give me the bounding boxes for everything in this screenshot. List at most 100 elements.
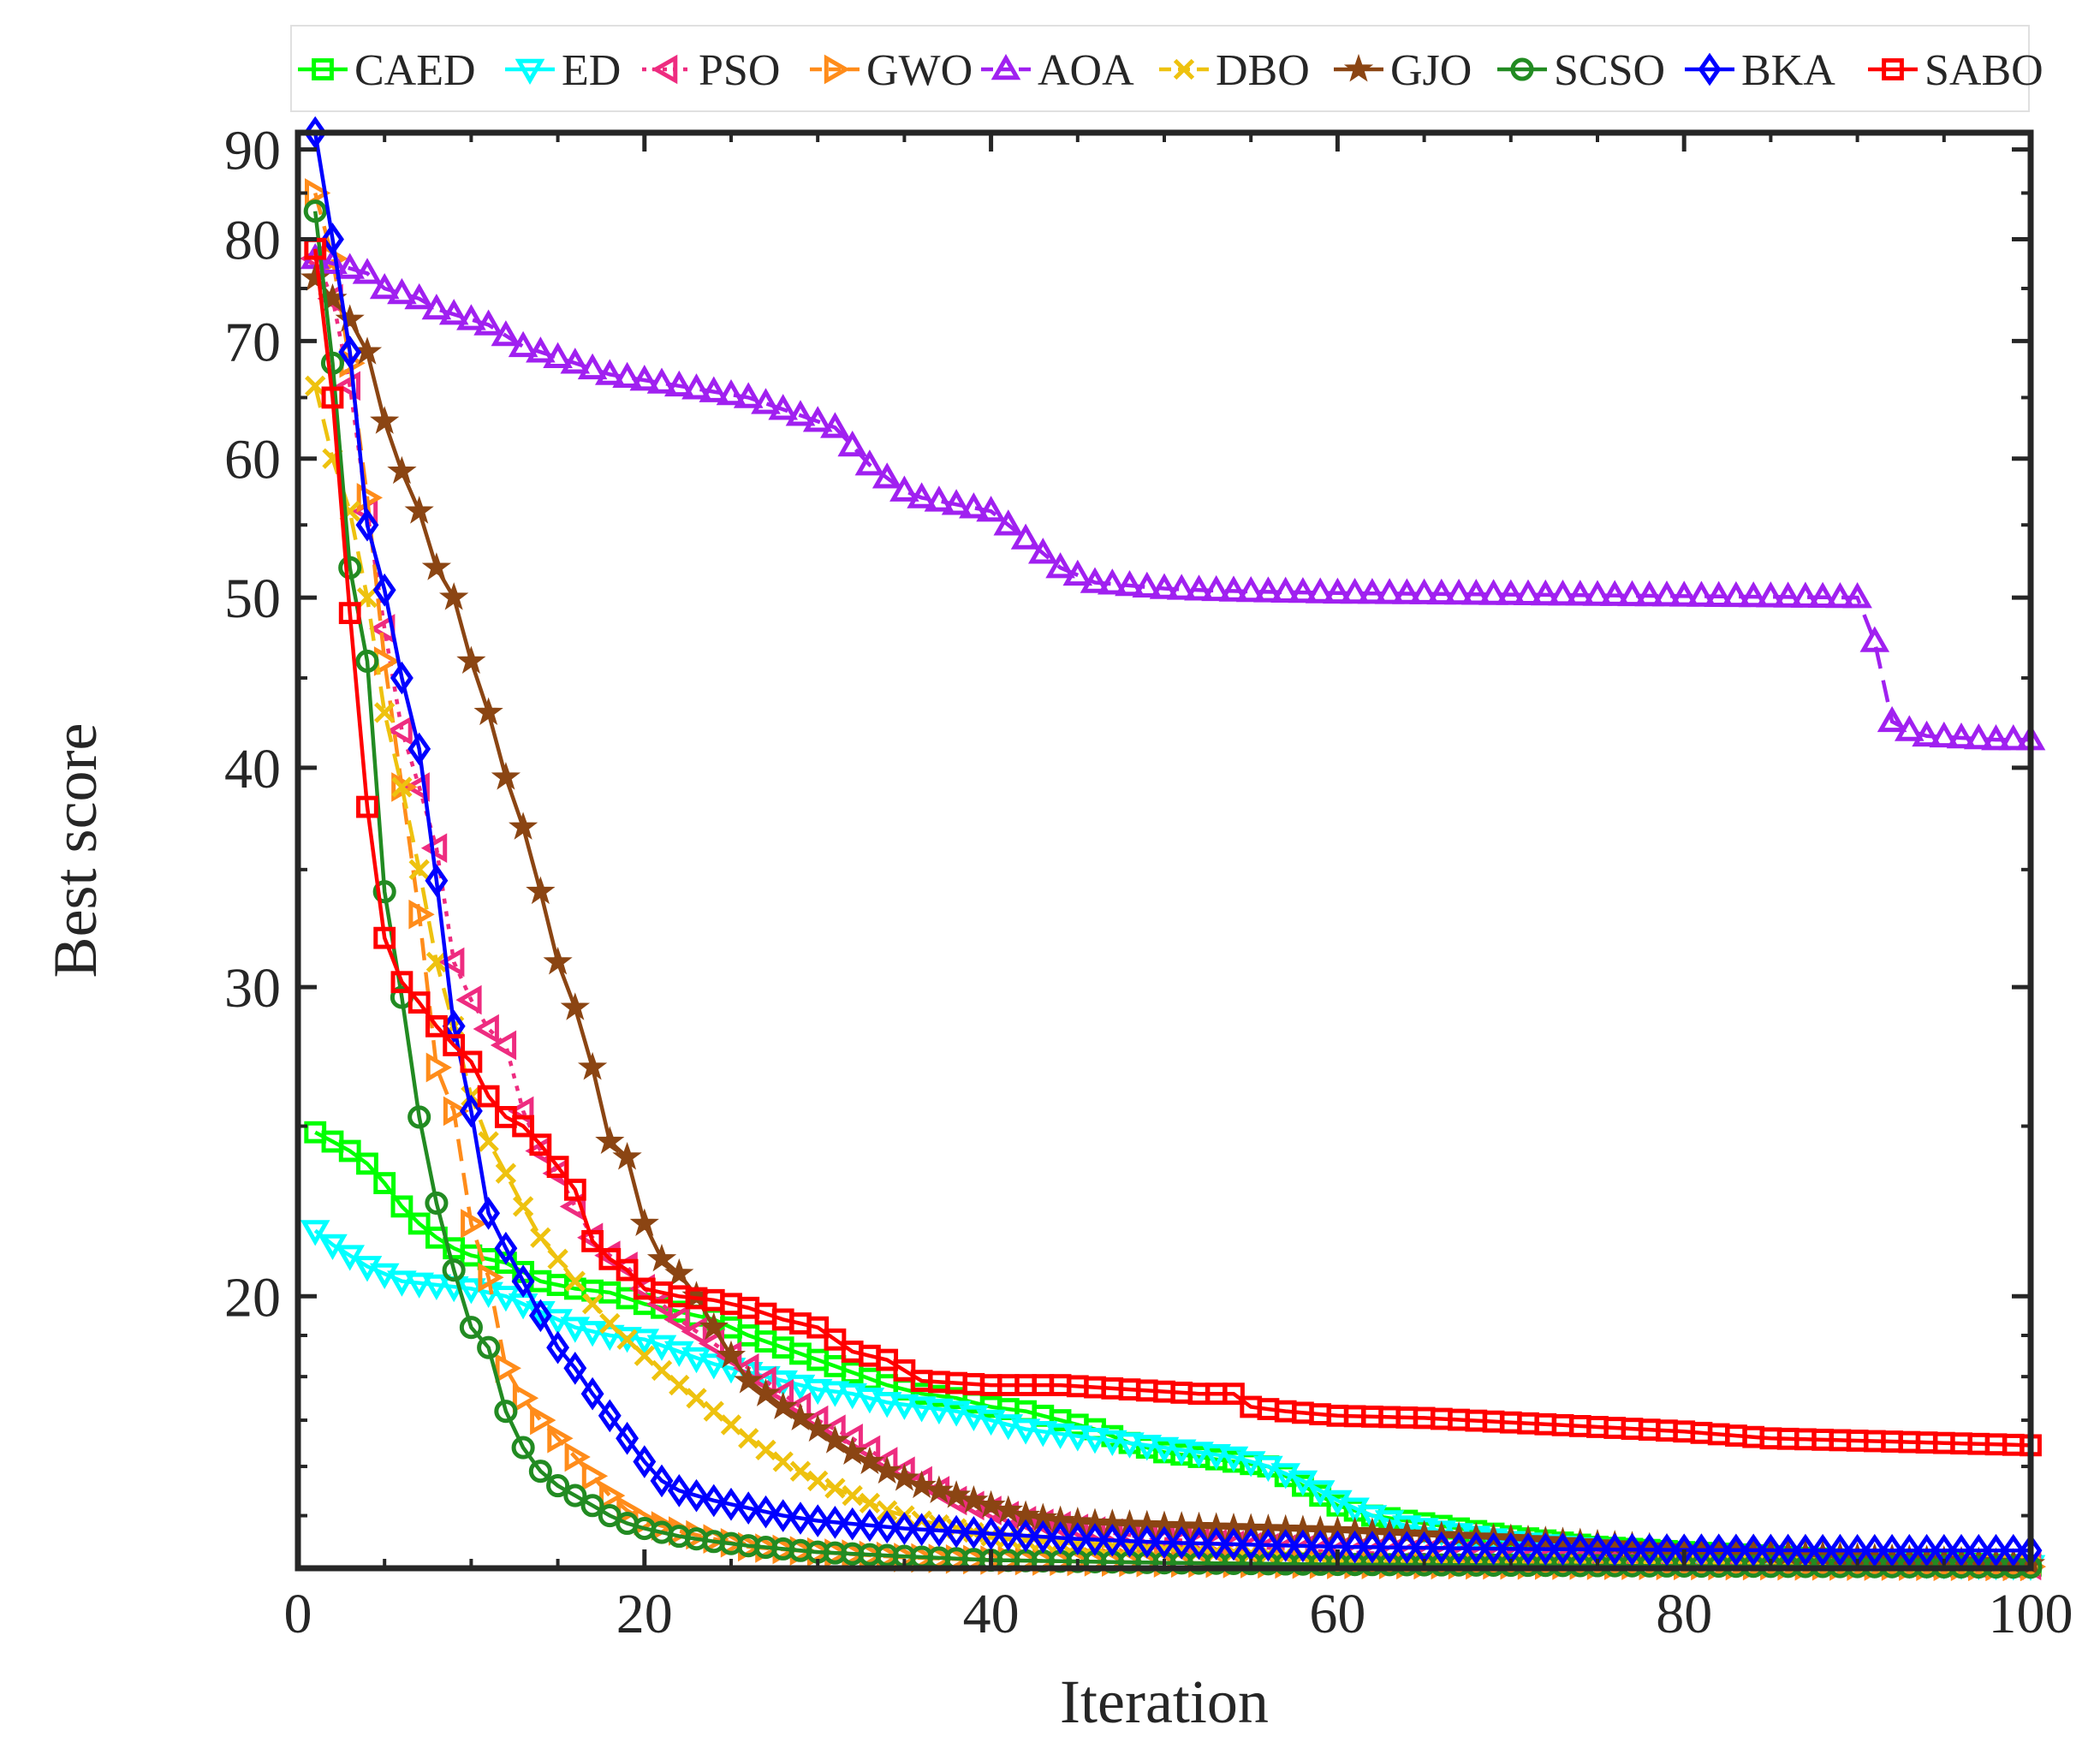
data-point-gjo [404, 496, 434, 524]
x-tick-label: 80 [1656, 1583, 1712, 1645]
legend-label-aoa: AOA [1038, 46, 1134, 95]
data-point-scso [494, 1400, 518, 1424]
data-point-aoa [1340, 577, 1370, 604]
data-point-dbo [478, 1131, 499, 1152]
data-point-aoa [1929, 721, 1960, 748]
data-point-aoa [1132, 571, 1163, 598]
legend-item-gwo: GWO [810, 46, 973, 95]
data-point-aoa [1651, 580, 1682, 607]
data-point-bka [650, 1464, 674, 1498]
data-point-aoa [1357, 578, 1388, 604]
data-point-dbo [807, 1470, 829, 1492]
data-point-aoa [1842, 582, 1872, 609]
data-point-aoa [699, 376, 729, 402]
data-point-sabo [1223, 1382, 1245, 1406]
data-point-gjo [872, 1455, 902, 1484]
data-point-gwo [530, 1405, 556, 1436]
data-point-aoa [369, 272, 400, 300]
data-point-sabo [338, 602, 361, 625]
data-point-bka [858, 1508, 882, 1543]
series-sabo [304, 237, 2042, 1457]
data-point-dbo [425, 951, 448, 973]
data-point-bka [598, 1399, 622, 1433]
data-point-ed [646, 1335, 677, 1361]
data-point-aoa [854, 449, 885, 476]
data-point-aoa [716, 378, 747, 406]
data-point-gjo [456, 645, 486, 674]
data-point-bka [1205, 1527, 1228, 1561]
data-point-bka [1949, 1533, 1973, 1567]
data-point-aoa [1426, 578, 1457, 605]
data-point-aoa [1253, 576, 1283, 603]
y-tick-label: 60 [224, 429, 281, 491]
data-point-bka [1118, 1524, 1141, 1558]
data-point-pso [473, 1014, 499, 1044]
data-point-aoa [820, 412, 850, 438]
data-point-aoa [1530, 579, 1561, 606]
data-point-aoa [889, 475, 919, 502]
data-point-ed [404, 1272, 435, 1299]
data-point-ed [1235, 1451, 1266, 1478]
data-point-bka [719, 1487, 743, 1521]
data-point-bka [1568, 1532, 1592, 1567]
data-point-aoa [1409, 578, 1439, 604]
data-point-sabo [806, 1316, 830, 1339]
legend-marker-caed [312, 58, 334, 80]
data-point-ed [1045, 1423, 1075, 1449]
data-point-dbo [842, 1484, 863, 1507]
data-point-dbo [772, 1451, 794, 1472]
data-point-gjo [664, 1258, 694, 1287]
data-point-bka [1984, 1533, 2008, 1567]
data-point-bka [1724, 1533, 1748, 1567]
data-point-bka [494, 1231, 518, 1265]
data-point-aoa [924, 485, 955, 512]
data-point-bka [408, 732, 431, 766]
data-point-bka [1794, 1533, 1817, 1567]
data-point-pso [490, 1030, 517, 1061]
data-point-pso [559, 1192, 586, 1222]
data-point-bka [1482, 1531, 1506, 1566]
data-point-dbo [738, 1428, 759, 1449]
data-point-aoa [802, 406, 833, 432]
data-point-ed [959, 1405, 989, 1431]
data-point-bka [944, 1514, 968, 1549]
legend-marker-scso [1510, 57, 1534, 81]
data-point-ed [663, 1341, 694, 1367]
data-point-bka [1343, 1530, 1367, 1564]
data-point-ed [976, 1409, 1006, 1436]
legend-marker-ed [515, 58, 545, 86]
data-point-aoa [1998, 724, 2029, 751]
data-point-bka [1187, 1526, 1211, 1561]
data-point-bka [1222, 1527, 1246, 1561]
data-point-aoa [1894, 715, 1925, 741]
legend-item-caed: CAED [298, 46, 476, 95]
x-axis-ticks: 0 20 40 60 80 100 [284, 133, 2073, 1645]
data-point-aoa [473, 309, 503, 336]
data-point-bka [823, 1506, 847, 1539]
legend-marker-aoa [991, 53, 1021, 80]
data-point-aoa [1738, 581, 1769, 608]
data-point-gwo [495, 1353, 521, 1383]
data-point-aoa [1912, 720, 1942, 747]
data-point-gwo [461, 1209, 487, 1239]
data-point-ed [577, 1321, 608, 1347]
legend-label-ed: ED [562, 46, 621, 95]
data-point-gjo [820, 1425, 850, 1454]
data-point-gwo [356, 483, 384, 513]
y-axis-ticks: 20 30 40 50 60 70 80 90 [224, 120, 2031, 1518]
data-point-aoa [1790, 581, 1821, 608]
data-point-scso [320, 351, 345, 375]
data-point-gwo [443, 1096, 470, 1127]
legend-marker-pso [651, 54, 678, 85]
legend-item-gjo: GJO [1334, 46, 1472, 95]
data-point-ed [1392, 1515, 1422, 1542]
data-point-sabo [581, 1229, 604, 1252]
data-point-bka [1880, 1533, 1904, 1567]
data-point-aoa [1115, 569, 1145, 597]
data-point-gjo [526, 876, 556, 905]
data-point-aoa [526, 336, 556, 363]
legend-label-scso: SCSO [1554, 46, 1665, 95]
data-point-bka [1655, 1533, 1679, 1567]
legend-label-gjo: GJO [1390, 46, 1472, 95]
data-point-aoa [733, 382, 764, 408]
